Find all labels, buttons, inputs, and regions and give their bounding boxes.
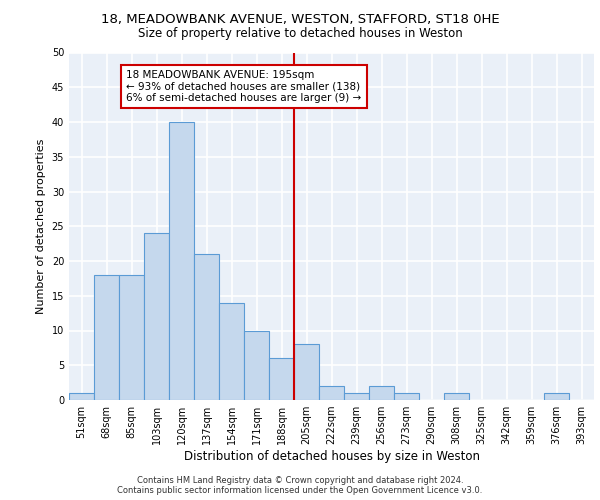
Bar <box>119 275 144 400</box>
Bar <box>219 302 244 400</box>
Bar <box>144 233 169 400</box>
Bar <box>444 393 469 400</box>
Text: Size of property relative to detached houses in Weston: Size of property relative to detached ho… <box>137 28 463 40</box>
Text: Contains public sector information licensed under the Open Government Licence v3: Contains public sector information licen… <box>118 486 482 495</box>
Bar <box>169 122 194 400</box>
Bar <box>319 386 344 400</box>
Bar <box>369 386 394 400</box>
Bar <box>294 344 319 400</box>
Text: 18, MEADOWBANK AVENUE, WESTON, STAFFORD, ST18 0HE: 18, MEADOWBANK AVENUE, WESTON, STAFFORD,… <box>101 12 499 26</box>
Bar <box>544 393 569 400</box>
Bar <box>69 393 94 400</box>
Bar <box>194 254 219 400</box>
Y-axis label: Number of detached properties: Number of detached properties <box>36 138 46 314</box>
Bar <box>344 393 369 400</box>
Bar <box>394 393 419 400</box>
Bar <box>244 330 269 400</box>
Text: Contains HM Land Registry data © Crown copyright and database right 2024.: Contains HM Land Registry data © Crown c… <box>137 476 463 485</box>
X-axis label: Distribution of detached houses by size in Weston: Distribution of detached houses by size … <box>184 450 479 463</box>
Text: 18 MEADOWBANK AVENUE: 195sqm
← 93% of detached houses are smaller (138)
6% of se: 18 MEADOWBANK AVENUE: 195sqm ← 93% of de… <box>127 70 362 103</box>
Bar <box>269 358 294 400</box>
Bar <box>94 275 119 400</box>
